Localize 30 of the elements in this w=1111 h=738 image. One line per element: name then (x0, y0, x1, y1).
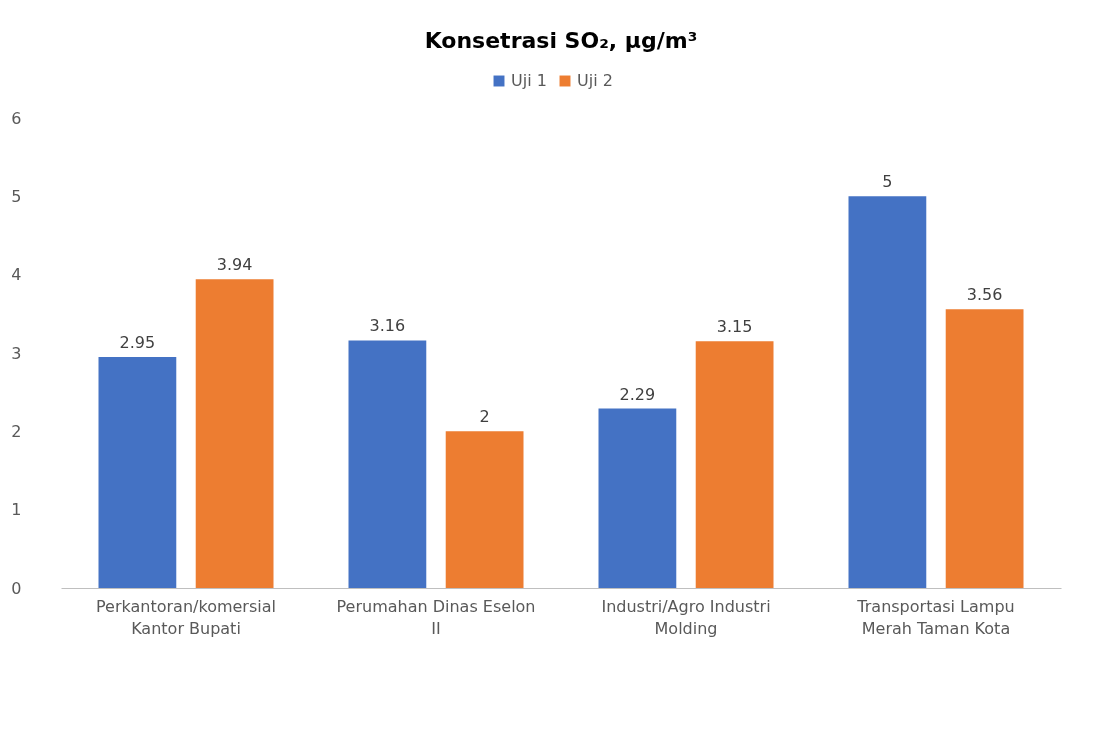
y-tick-label: 4 (11, 265, 22, 285)
data-label: 2.29 (619, 384, 656, 404)
bar (445, 431, 524, 588)
legend-label: Uji 1 (511, 71, 547, 90)
data-label: 3.16 (369, 316, 406, 336)
x-tick-label: Transportasi Lampu Merah Taman Kota (856, 596, 1015, 638)
x-tick-label: Perumahan Dinas Eselon II (336, 596, 536, 638)
x-tick-label: Perkantoran/komersial Kantor Bupati (96, 596, 276, 638)
bar (195, 279, 274, 588)
data-label: 5 (882, 172, 893, 192)
legend-label: Uji 2 (577, 71, 613, 90)
data-label: 2 (479, 407, 490, 427)
data-label: 3.15 (716, 317, 753, 337)
data-label: 3.56 (966, 285, 1003, 305)
bar (348, 340, 427, 588)
bar (98, 356, 177, 588)
y-tick-label: 3 (11, 343, 22, 363)
bar (598, 408, 677, 588)
y-tick-label: 5 (11, 186, 22, 206)
bar (695, 341, 774, 588)
y-tick-label: 0 (11, 578, 22, 598)
y-tick-label: 2 (11, 421, 22, 441)
y-tick-label: 6 (11, 108, 22, 128)
bar (945, 309, 1024, 588)
data-label: 2.95 (119, 332, 156, 352)
chart-title: Konsetrasi SO₂, µg/m³ (424, 28, 698, 53)
bar (848, 196, 927, 588)
x-tick-label: Industri/Agro Industri Molding (601, 596, 771, 638)
data-label: 3.94 (216, 255, 253, 275)
y-tick-label: 1 (11, 500, 22, 520)
